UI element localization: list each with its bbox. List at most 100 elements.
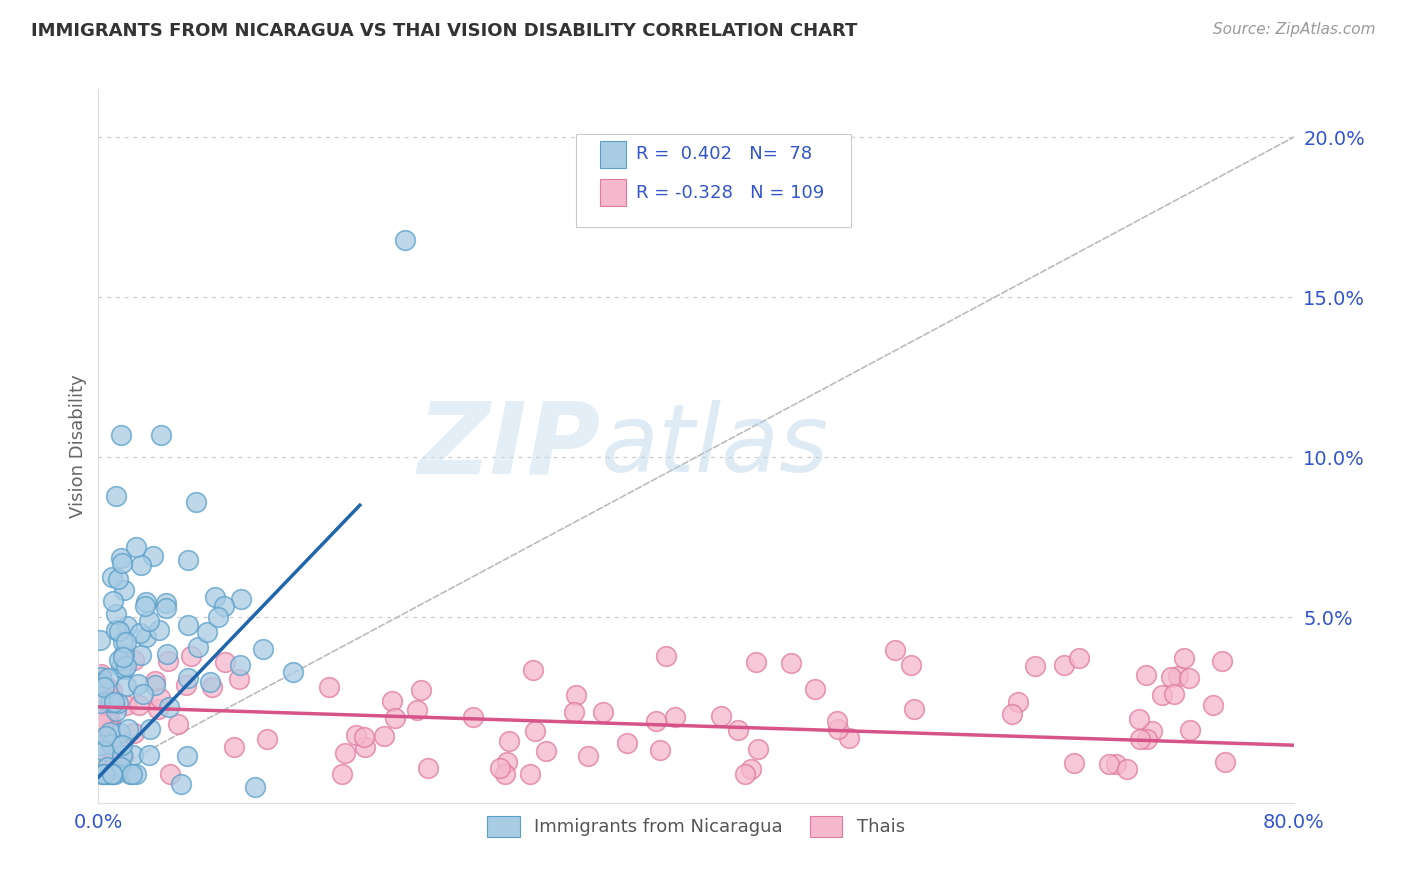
- Point: [122, 653, 145, 667]
- Point: [89, 691, 111, 706]
- Point: [104, 607, 127, 622]
- Point: [827, 714, 849, 728]
- Point: [1116, 762, 1139, 776]
- Point: [100, 737, 122, 751]
- Point: [745, 655, 768, 669]
- Point: [91, 764, 114, 779]
- Point: [488, 761, 510, 775]
- Point: [157, 699, 180, 714]
- Point: [93, 680, 115, 694]
- Text: Source: ZipAtlas.com: Source: ZipAtlas.com: [1212, 22, 1375, 37]
- Point: [150, 427, 173, 442]
- Point: [104, 765, 127, 780]
- Point: [195, 624, 218, 639]
- Point: [562, 706, 585, 720]
- Point: [883, 643, 905, 657]
- Point: [100, 767, 122, 781]
- Point: [90, 667, 112, 681]
- Point: [827, 722, 849, 736]
- Point: [107, 739, 129, 754]
- Point: [139, 722, 162, 736]
- Point: [187, 640, 209, 654]
- Point: [616, 736, 638, 750]
- Point: [228, 672, 250, 686]
- Point: [89, 671, 111, 685]
- Point: [101, 767, 124, 781]
- Point: [523, 724, 546, 739]
- Point: [229, 658, 252, 673]
- Point: [91, 690, 114, 704]
- Point: [655, 648, 678, 663]
- Point: [1202, 698, 1225, 713]
- Point: [900, 657, 922, 672]
- Point: [96, 767, 118, 781]
- Point: [204, 590, 226, 604]
- Point: [1024, 659, 1046, 673]
- Point: [1163, 687, 1185, 701]
- Point: [344, 728, 367, 742]
- Point: [122, 726, 145, 740]
- Point: [120, 767, 142, 781]
- Point: [330, 767, 353, 781]
- Point: [1152, 688, 1174, 702]
- Point: [184, 495, 207, 509]
- Point: [89, 747, 111, 761]
- Point: [91, 717, 114, 731]
- Point: [576, 748, 599, 763]
- Point: [105, 704, 128, 718]
- Text: atlas: atlas: [600, 401, 828, 491]
- Point: [105, 489, 128, 503]
- Point: [1135, 668, 1157, 682]
- Point: [98, 735, 121, 749]
- Point: [174, 678, 197, 692]
- Text: R = -0.328   N = 109: R = -0.328 N = 109: [636, 184, 824, 202]
- Point: [103, 695, 125, 709]
- Point: [803, 681, 825, 696]
- Point: [245, 780, 267, 794]
- Text: IMMIGRANTS FROM NICARAGUA VS THAI VISION DISABILITY CORRELATION CHART: IMMIGRANTS FROM NICARAGUA VS THAI VISION…: [31, 22, 858, 40]
- Point: [117, 618, 139, 632]
- Point: [394, 233, 416, 247]
- Point: [91, 767, 114, 781]
- Point: [734, 767, 756, 781]
- Point: [104, 623, 127, 637]
- Point: [1129, 732, 1152, 747]
- Point: [98, 722, 121, 736]
- Point: [146, 701, 169, 715]
- Point: [156, 647, 179, 661]
- Point: [107, 739, 129, 754]
- Point: [96, 760, 118, 774]
- Point: [111, 556, 134, 570]
- Point: [90, 712, 112, 726]
- Point: [229, 592, 252, 607]
- Point: [90, 700, 112, 714]
- Point: [1063, 756, 1085, 770]
- Point: [1211, 654, 1233, 668]
- Point: [127, 676, 149, 690]
- Point: [496, 756, 519, 770]
- Point: [111, 749, 134, 764]
- Point: [1140, 724, 1163, 739]
- Text: R =  0.402   N=  78: R = 0.402 N= 78: [636, 145, 811, 163]
- Point: [90, 674, 112, 689]
- Point: [121, 747, 143, 762]
- Point: [98, 719, 121, 733]
- Y-axis label: Vision Disability: Vision Disability: [69, 374, 87, 518]
- Point: [143, 673, 166, 688]
- Point: [664, 710, 686, 724]
- Point: [1128, 713, 1150, 727]
- Point: [142, 549, 165, 564]
- Point: [93, 744, 115, 758]
- Point: [177, 671, 200, 685]
- Point: [522, 663, 544, 677]
- Point: [110, 427, 132, 442]
- Point: [1173, 650, 1195, 665]
- Point: [128, 698, 150, 713]
- Point: [214, 655, 236, 669]
- Point: [155, 600, 177, 615]
- Point: [565, 688, 588, 702]
- Point: [98, 681, 121, 696]
- Point: [98, 724, 121, 739]
- Point: [108, 624, 131, 638]
- Point: [93, 767, 115, 781]
